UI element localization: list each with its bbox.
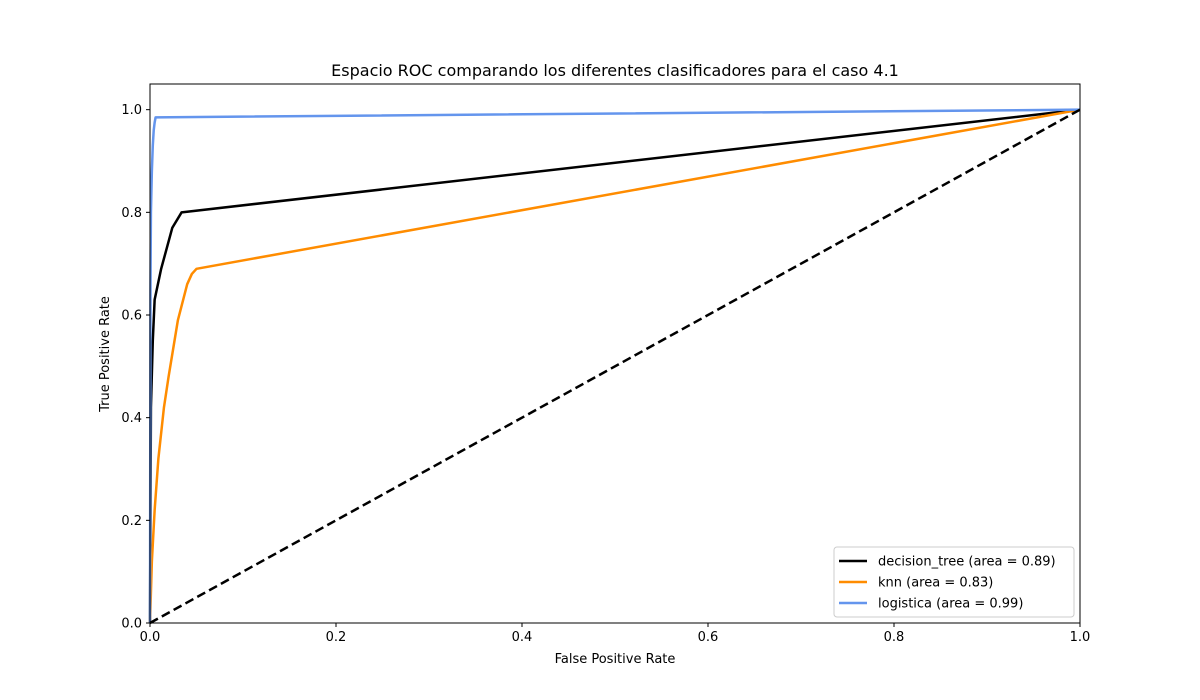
- plot-area: [148, 108, 1081, 625]
- x-tick-label: 1.0: [1070, 630, 1091, 645]
- legend-label: logistica (area = 0.99): [878, 597, 1023, 612]
- series-line-logistica: [148, 108, 1081, 624]
- y-tick-label: 1.0: [121, 103, 142, 118]
- legend-box: [833, 546, 1075, 618]
- x-tick-label: 0.0: [140, 630, 161, 645]
- x-axis: 0.0 0.2 0.4 0.6 0.8 1.0: [140, 623, 1091, 645]
- plot-frame: [149, 83, 1081, 624]
- x-tick-label: 0.4: [512, 630, 533, 645]
- series-line-chance: [149, 108, 1081, 625]
- x-axis-label: False Positive Rate: [555, 652, 676, 667]
- y-tick-label: 0.6: [121, 309, 142, 324]
- x-tick-label: 0.6: [698, 630, 719, 645]
- x-tick-label: 0.2: [326, 630, 347, 645]
- legend-label: knn (area = 0.83): [878, 576, 993, 591]
- legend: decision_tree (area = 0.89) knn (area = 0…: [833, 546, 1075, 618]
- y-tick-label: 0.8: [121, 206, 142, 221]
- y-tick-label: 0.4: [121, 411, 142, 426]
- y-tick-label: 0.0: [121, 617, 142, 632]
- x-tick-label: 0.8: [884, 630, 905, 645]
- chart-title: Espacio ROC comparando los diferentes cl…: [331, 61, 899, 80]
- y-tick-label: 0.2: [121, 514, 142, 529]
- y-axis-label: True Positive Rate: [98, 296, 113, 413]
- y-axis: 0.0 0.2 0.4 0.6 0.8 1.0: [121, 103, 150, 632]
- series-line-knn: [148, 108, 1081, 624]
- legend-label: decision_tree (area = 0.89): [878, 555, 1056, 570]
